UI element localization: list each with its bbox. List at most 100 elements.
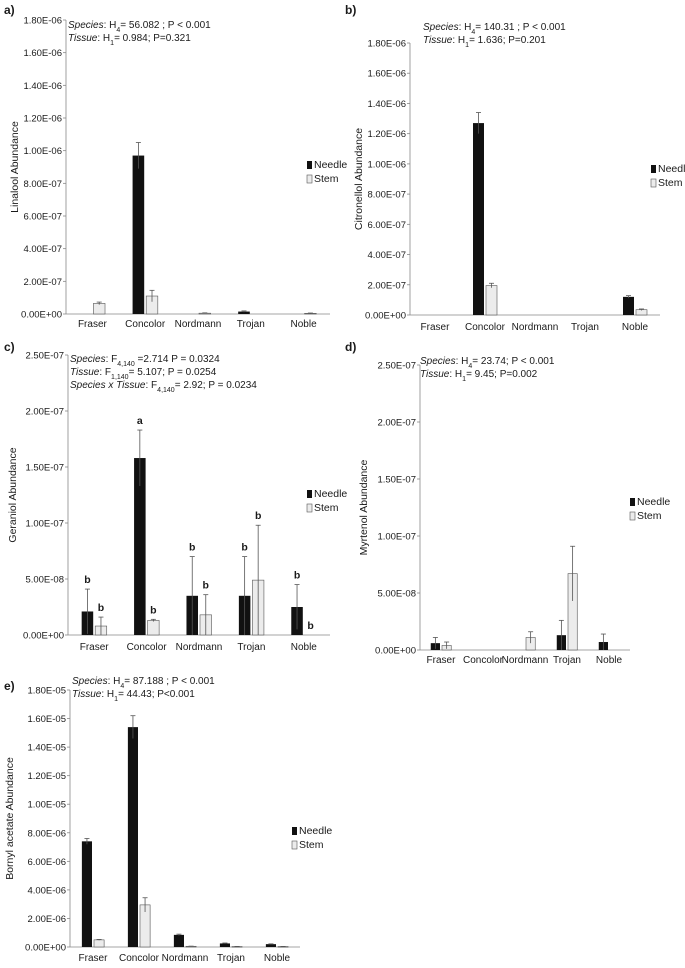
x-tick-label: Noble xyxy=(291,642,318,653)
stats-annotation: Species x Tissue: F4,140= 2.92; P = 0.02… xyxy=(70,380,257,394)
y-tick-label: 1.40E-06 xyxy=(367,99,406,110)
x-tick-label: Trojan xyxy=(217,953,245,964)
y-tick-label: 0.00E+00 xyxy=(23,631,64,642)
significance-letter: b xyxy=(98,602,104,614)
legend-label-stem: Stem xyxy=(637,510,662,522)
y-tick-label: 6.00E-07 xyxy=(367,220,406,231)
x-tick-label: Trojan xyxy=(553,655,581,666)
y-tick-label: 5.00E-08 xyxy=(377,589,416,600)
y-tick-label: 0.00E+00 xyxy=(365,311,406,322)
legend: Needle Stem xyxy=(306,159,347,185)
bar-stem-noble xyxy=(635,309,648,316)
x-tick-label: Nordmann xyxy=(162,953,209,964)
y-axis-label: Citronellol Abundance xyxy=(353,128,365,230)
significance-letter: b xyxy=(189,542,195,554)
x-tick-label: Nordmann xyxy=(512,322,559,333)
y-tick-label: 1.80E-05 xyxy=(27,686,66,697)
legend-label-stem: Stem xyxy=(314,502,339,514)
y-tick-label: 1.50E-07 xyxy=(377,475,416,486)
y-tick-label: 6.00E-06 xyxy=(27,857,66,868)
significance-letter: b xyxy=(203,580,209,592)
x-tick-label: Trojan xyxy=(237,642,265,653)
y-axis-label: Geraniol Abundance xyxy=(7,447,19,542)
y-tick-label: 1.60E-05 xyxy=(27,714,66,725)
legend: Needle Stem xyxy=(306,488,347,514)
y-tick-label: 8.00E-06 xyxy=(27,828,66,839)
legend-swatch-stem xyxy=(629,511,636,521)
chart-panel-d: d) 0.00E+00 5.00E-08 1.00E-07 1.50E-07 2.00E-… xyxy=(345,340,670,666)
y-tick-label: 1.40E-05 xyxy=(27,743,66,754)
bar-needle-noble xyxy=(265,944,276,947)
stats-annotation: Species: H4= 87.188 ; P < 0.001 xyxy=(72,676,215,690)
panel-letter: d) xyxy=(345,340,356,354)
bar-needle-concolor xyxy=(132,155,145,314)
x-tick-label: Nordmann xyxy=(175,319,222,330)
x-tick-label: Noble xyxy=(596,655,623,666)
y-tick-label: 6.00E-07 xyxy=(23,212,62,223)
y-tick-label: 1.20E-06 xyxy=(367,129,406,140)
y-tick-label: 0.00E+00 xyxy=(375,646,416,657)
significance-letter: b xyxy=(84,574,90,586)
y-axis-label: Bornyl acetate Abundance xyxy=(4,757,16,880)
x-tick-label: Fraser xyxy=(421,322,451,333)
legend: Needle Stem xyxy=(291,825,332,851)
y-tick-label: 1.00E-05 xyxy=(27,800,66,811)
y-tick-label: 1.00E-06 xyxy=(367,159,406,170)
stats-annotation: Species: F4,140 =2.714 P = 0.0324 xyxy=(70,354,220,368)
bar-stem-fraser xyxy=(93,939,105,948)
legend: Needle Stem xyxy=(650,163,685,189)
stats-annotation: Tissue: H1= 44.43; P<0.001 xyxy=(72,689,195,703)
legend-swatch-needle xyxy=(292,827,297,835)
legend-swatch-stem xyxy=(291,840,298,850)
panel-letter: c) xyxy=(4,340,15,354)
y-tick-label: 1.00E-06 xyxy=(23,146,62,157)
significance-letter: a xyxy=(137,415,143,427)
y-tick-label: 2.50E-07 xyxy=(377,361,416,372)
y-tick-label: 2.00E-07 xyxy=(367,280,406,291)
legend-label-needle: Needle xyxy=(637,496,670,508)
stats-annotation: Tissue: H1= 0.984; P=0.321 xyxy=(68,33,191,47)
legend-label-needle: Needle xyxy=(314,159,347,171)
y-tick-label: 1.00E-07 xyxy=(377,532,416,543)
bar-needle-fraser xyxy=(81,841,92,947)
y-tick-label: 1.20E-06 xyxy=(23,114,62,125)
legend-label-stem: Stem xyxy=(658,177,683,189)
chart-panel-b: b) 0.00E+00 2.00E-07 4.00E-07 6.00E-07 8.00E-… xyxy=(345,3,685,333)
x-tick-label: Concolor xyxy=(119,953,160,964)
bar-needle-trojan xyxy=(238,311,250,314)
legend-swatch-needle xyxy=(307,490,312,498)
legend-swatch-needle xyxy=(630,498,635,506)
y-tick-label: 4.00E-06 xyxy=(27,885,66,896)
x-tick-label: Noble xyxy=(291,319,318,330)
legend-label-needle: Needle xyxy=(299,825,332,837)
y-tick-label: 1.20E-05 xyxy=(27,771,66,782)
x-tick-label: Fraser xyxy=(427,655,457,666)
legend-swatch-stem xyxy=(306,503,313,513)
y-axis-label: Linalool Abundance xyxy=(9,121,21,213)
x-tick-label: Fraser xyxy=(79,953,109,964)
stats-annotation: Species: H4= 140.31 ; P < 0.001 xyxy=(423,22,566,36)
y-tick-label: 4.00E-07 xyxy=(367,250,406,261)
legend-swatch-stem xyxy=(306,174,313,184)
x-tick-label: Trojan xyxy=(237,319,265,330)
x-tick-label: Fraser xyxy=(80,642,110,653)
stats-annotation: Tissue: F1,140= 5.107; P = 0.0254 xyxy=(70,367,217,381)
y-tick-label: 1.50E-07 xyxy=(25,463,64,474)
x-tick-label: Concolor xyxy=(465,322,506,333)
legend-swatch-needle xyxy=(307,161,312,169)
bar-needle-concolor xyxy=(127,727,138,947)
x-tick-label: Concolor xyxy=(127,642,168,653)
y-tick-label: 0.00E+00 xyxy=(21,310,62,321)
significance-letter: b xyxy=(307,620,313,632)
y-tick-label: 1.60E-06 xyxy=(367,69,406,80)
y-tick-label: 2.50E-07 xyxy=(25,351,64,362)
y-tick-label: 1.80E-06 xyxy=(367,39,406,50)
panel-letter: b) xyxy=(345,3,356,17)
stats-annotation: Tissue: H1= 1.636; P=0.201 xyxy=(423,35,546,49)
bar-needle-nordmann xyxy=(173,934,184,947)
y-tick-label: 1.60E-06 xyxy=(23,48,62,59)
y-tick-label: 1.00E-07 xyxy=(25,519,64,530)
legend-swatch-needle xyxy=(651,165,656,173)
stats-annotation: Species: H4= 23.74; P < 0.001 xyxy=(420,356,555,370)
bar-stem-concolor xyxy=(485,285,498,316)
